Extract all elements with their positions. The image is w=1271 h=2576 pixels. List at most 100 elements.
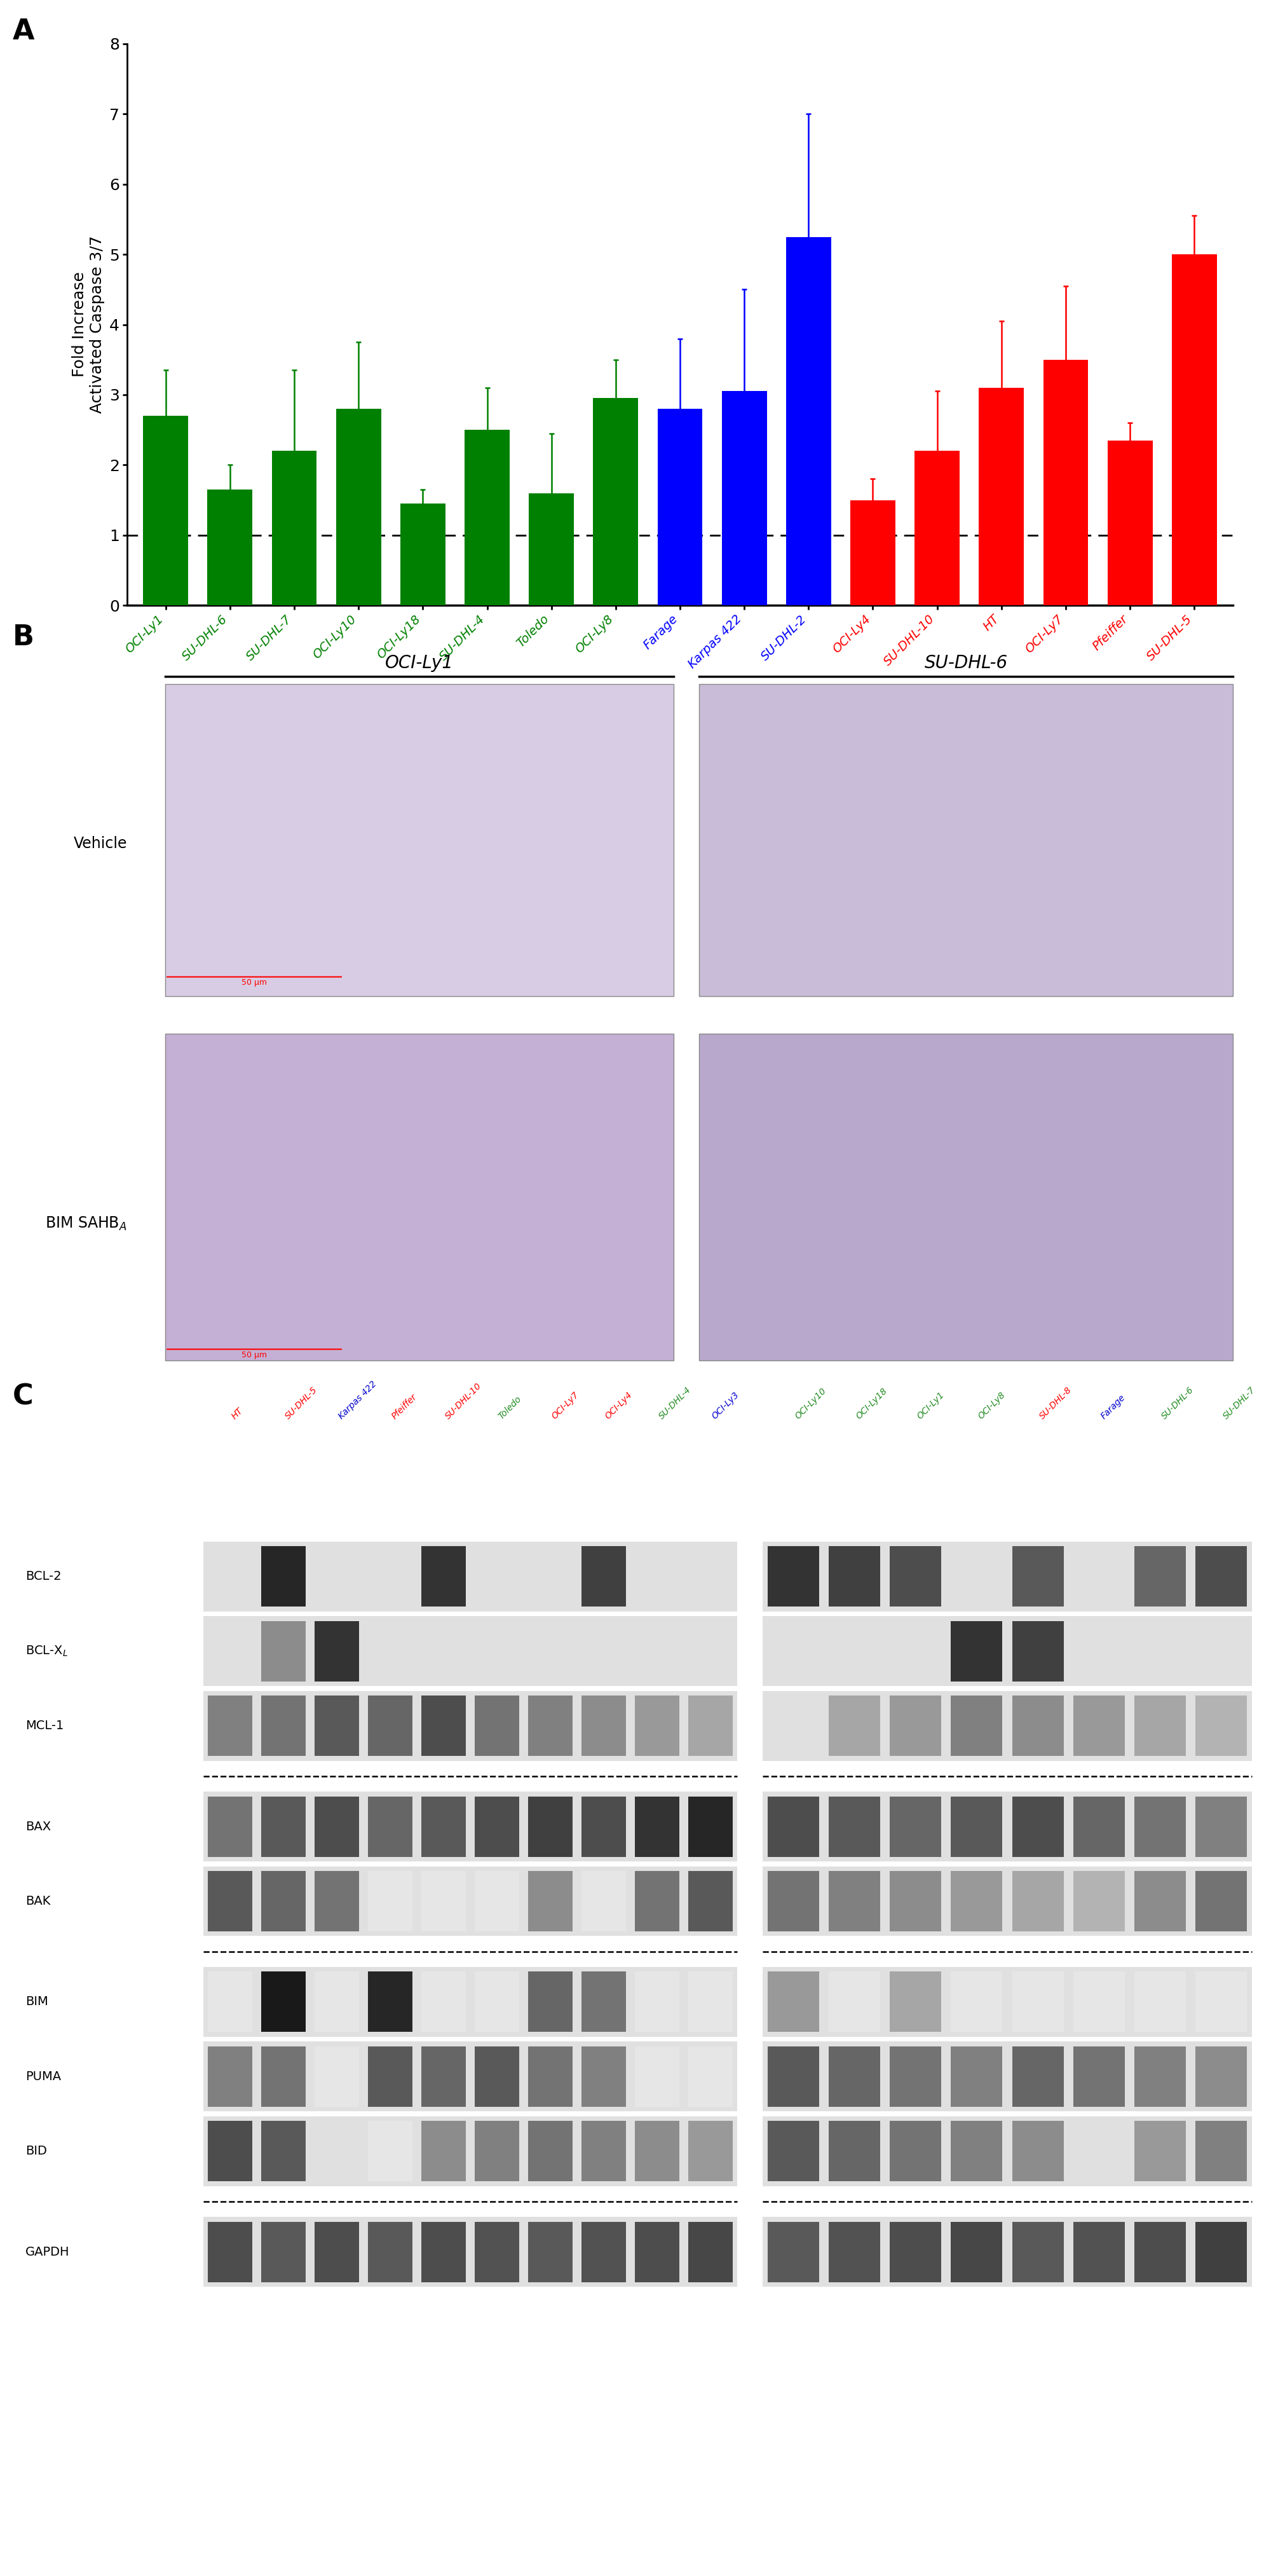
Bar (581, 1546, 627, 1607)
Bar (527, 1695, 573, 1757)
Text: MCL-1: MCL-1 (25, 1721, 64, 1731)
Bar (474, 1695, 520, 1757)
Text: BIM SAHB$_A$: BIM SAHB$_A$ (46, 1216, 127, 1231)
Bar (1196, 2045, 1247, 2107)
Bar (1073, 1795, 1125, 1857)
Bar (527, 2045, 573, 2107)
Bar (207, 1695, 253, 1757)
Bar (581, 1695, 627, 1757)
Bar (634, 2045, 680, 2107)
Bar (951, 1620, 1003, 1682)
Bar (634, 2120, 680, 2182)
Bar (144, 415, 188, 605)
Bar (634, 1695, 680, 1757)
Text: SU-DHL-8: SU-DHL-8 (1038, 1386, 1074, 1419)
Bar (979, 389, 1024, 605)
Bar (763, 1865, 1252, 1937)
Bar (203, 1690, 737, 1762)
Text: Karpas 422: Karpas 422 (337, 1378, 379, 1419)
Text: Pfeiffer: Pfeiffer (390, 1391, 418, 1419)
Text: BCL-X$_L$: BCL-X$_L$ (25, 1643, 69, 1659)
Y-axis label: Fold Increase
Activated Caspase 3/7: Fold Increase Activated Caspase 3/7 (72, 234, 105, 415)
Bar (829, 2120, 880, 2182)
Bar (951, 1870, 1003, 1932)
Bar (890, 2221, 942, 2282)
Bar (367, 2221, 413, 2282)
Bar (699, 1033, 1233, 1360)
Bar (203, 2218, 737, 2287)
Text: OCI-Ly1: OCI-Ly1 (915, 1391, 946, 1419)
Bar (763, 1968, 1252, 2038)
Bar (272, 451, 316, 605)
Bar (829, 1695, 880, 1757)
Bar (890, 1971, 942, 2032)
Bar (474, 1795, 520, 1857)
Bar (890, 2045, 942, 2107)
Text: GAPDH: GAPDH (25, 2246, 70, 2259)
Bar (529, 492, 574, 605)
Bar (581, 1795, 627, 1857)
Text: SU-DHL-7: SU-DHL-7 (1221, 1386, 1257, 1419)
Bar (1196, 2120, 1247, 2182)
Bar (1012, 2120, 1064, 2182)
Bar (829, 2045, 880, 2107)
Bar (1073, 1695, 1125, 1757)
Bar (527, 2221, 573, 2282)
Bar (314, 2221, 360, 2282)
Bar (1196, 1695, 1247, 1757)
Bar (314, 1971, 360, 2032)
Bar (763, 1690, 1252, 1762)
Bar (688, 1971, 733, 2032)
Bar (1043, 361, 1088, 605)
Bar (890, 2120, 942, 2182)
Bar (1012, 1546, 1064, 1607)
Text: OCI-Ly4: OCI-Ly4 (604, 1391, 634, 1419)
Text: OCI-Ly3: OCI-Ly3 (710, 1391, 741, 1419)
Bar (581, 1870, 627, 1932)
Bar (688, 2120, 733, 2182)
Text: BCL-2: BCL-2 (25, 1571, 61, 1582)
Bar (763, 2117, 1252, 2187)
Bar (421, 2045, 466, 2107)
Bar (421, 1695, 466, 1757)
Bar (207, 2221, 253, 2282)
Bar (768, 2120, 819, 2182)
Bar (1012, 1695, 1064, 1757)
Bar (763, 2218, 1252, 2287)
Bar (261, 1620, 306, 1682)
Text: BAX: BAX (25, 1821, 51, 1832)
Bar (261, 2045, 306, 2107)
Bar (527, 2120, 573, 2182)
Bar (1012, 1870, 1064, 1932)
Bar (203, 1865, 737, 1937)
Bar (951, 2045, 1003, 2107)
Bar (581, 1971, 627, 2032)
Bar (722, 392, 766, 605)
Bar (634, 1795, 680, 1857)
Bar (581, 2221, 627, 2282)
Bar (829, 1971, 880, 2032)
Bar (165, 1033, 674, 1360)
Bar (1073, 2045, 1125, 2107)
Bar (367, 1795, 413, 1857)
Bar (1107, 440, 1153, 605)
Bar (1012, 2045, 1064, 2107)
Bar (261, 1546, 306, 1607)
Bar (785, 237, 831, 605)
Bar (465, 430, 510, 605)
Bar (421, 1870, 466, 1932)
Bar (915, 451, 960, 605)
Bar (336, 410, 381, 605)
Bar (261, 1795, 306, 1857)
Bar (261, 2221, 306, 2282)
Bar (421, 2221, 466, 2282)
Bar (367, 2045, 413, 2107)
Bar (203, 1968, 737, 2038)
Bar (400, 502, 445, 605)
Bar (581, 2120, 627, 2182)
Text: OCI-Ly1: OCI-Ly1 (385, 654, 454, 672)
Bar (1135, 1546, 1186, 1607)
Bar (367, 2120, 413, 2182)
Bar (203, 2117, 737, 2187)
Bar (207, 1870, 253, 1932)
